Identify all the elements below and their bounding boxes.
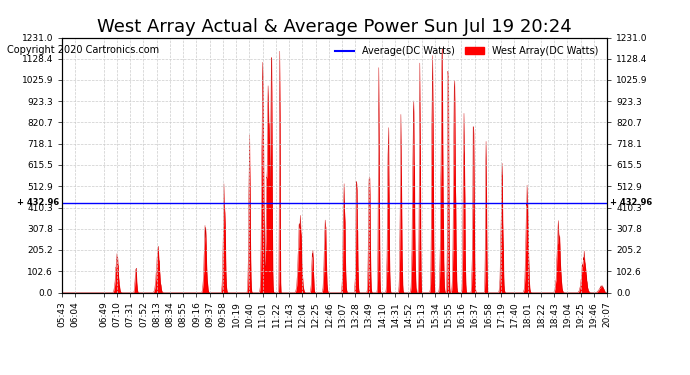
Legend: Average(DC Watts), West Array(DC Watts): Average(DC Watts), West Array(DC Watts): [331, 42, 602, 60]
Text: + 432.96: + 432.96: [17, 198, 59, 207]
Title: West Array Actual & Average Power Sun Jul 19 20:24: West Array Actual & Average Power Sun Ju…: [97, 18, 572, 36]
Text: Copyright 2020 Cartronics.com: Copyright 2020 Cartronics.com: [7, 45, 159, 55]
Text: + 432.96: + 432.96: [610, 198, 652, 207]
